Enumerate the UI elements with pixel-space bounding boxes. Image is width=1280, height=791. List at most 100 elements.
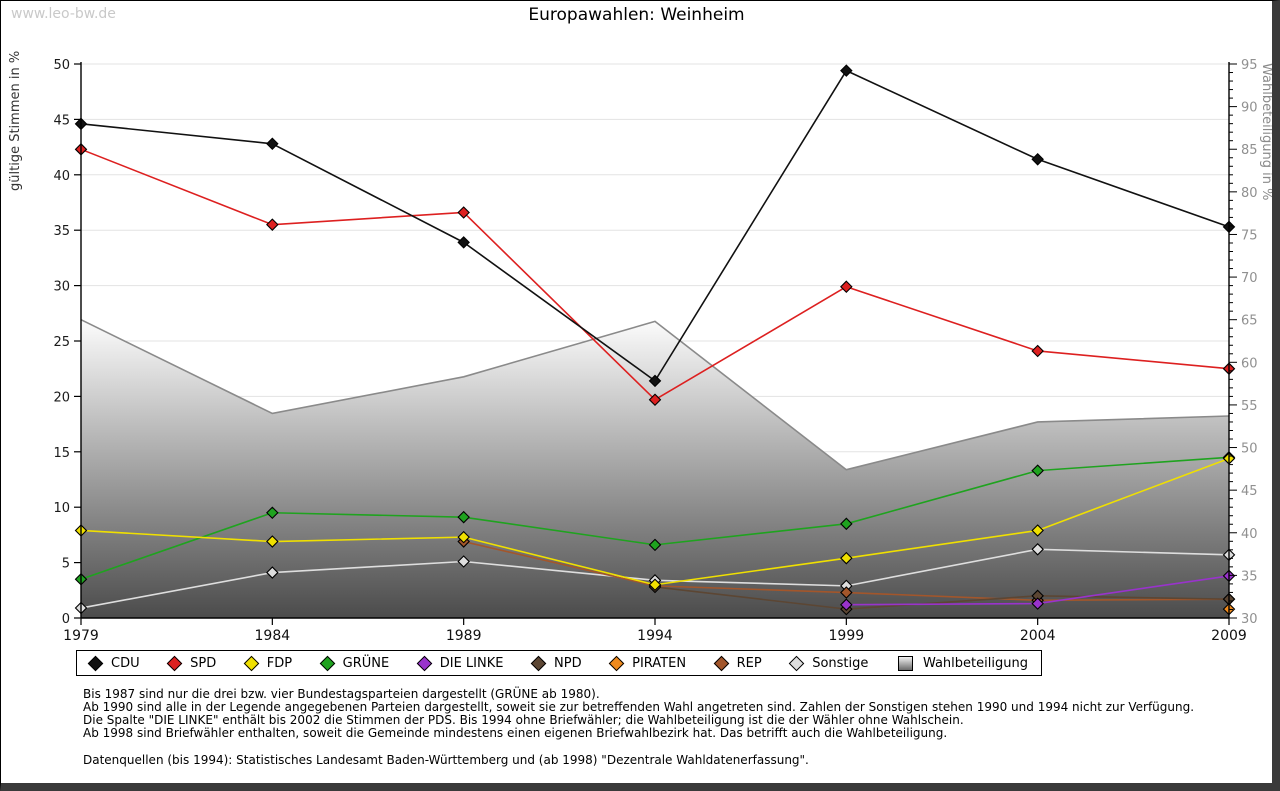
left-axis-tick-label: 45 [53,113,70,128]
legend-label: Wahlbeteiligung [922,655,1028,671]
axes: 0 5 10 15 20 25 30 35 40 45 50 30 35 40 45 50 55 60 65 70 75… [8,51,1274,644]
data-point [266,218,279,231]
x-axis-tick-label: 2004 [1020,628,1056,644]
legend-label: SPD [190,655,217,671]
data-point [266,137,279,151]
data-point [457,510,470,524]
data-point [457,530,470,544]
legend-label: NPD [554,655,582,671]
data-point [1031,153,1044,166]
data-point [840,280,853,293]
legend-swatch-diamond [713,655,729,671]
footnote-lines: Bis 1987 sind nur die drei bzw. vier Bun… [83,688,1194,740]
chart-legend: CDU SPD FDP GRÜNE DIE LINKE NPD PIRATEN REP Sons… [76,650,1042,676]
left-axis-tick-label: 20 [53,390,70,405]
right-axis-tick-label: 40 [1241,527,1258,542]
right-axis-tick-label: 45 [1241,484,1258,499]
right-axis-tick-label: 50 [1241,442,1258,457]
right-axis-tick-label: 55 [1241,399,1258,414]
left-axis-tick-label: 10 [53,501,70,516]
legend-swatch-diamond [87,655,104,671]
left-axis-title: gültige Stimmen in % [8,51,23,191]
left-axis-tick-label: 30 [53,280,70,295]
legend-label: DIE LINKE [439,655,504,671]
legend-label: GRÜNE [342,655,390,671]
left-axis-tick-label: 35 [53,224,70,239]
data-point [1031,464,1044,477]
legend-label: Sonstige [812,655,869,671]
series-grüne [74,451,1236,586]
data-point [1031,344,1044,358]
legend-swatch-diamond [608,655,625,671]
left-axis-tick-label: 0 [62,612,70,627]
data-point [1031,597,1044,610]
left-axis-tick-label: 50 [53,58,70,73]
data-point [648,578,662,592]
left-axis-tick-label: 25 [53,335,70,350]
footnote-line: Ab 1998 sind Briefwähler enthalten, sowe… [83,726,948,740]
legend-item-wahlbeteiligung: Wahlbeteiligung [897,655,1028,671]
legend-swatch-diamond [166,655,183,671]
chart-area: 0 5 10 15 20 25 30 35 40 45 50 30 35 40 45 50 55 60 65 70 75… [1,1,1274,646]
legend-swatch-diamond [416,655,433,671]
x-axis-tick-label: 1994 [637,628,673,644]
data-point [457,236,470,249]
footnote-line: Die Spalte "DIE LINKE" enthält bis 2002 … [83,713,964,727]
page-title: Europawahlen: Weinheim [528,5,745,25]
legend-item-cdu: CDU [87,655,140,671]
data-point [266,566,279,579]
right-axis-tick-label: 65 [1241,314,1258,329]
data-point [840,598,853,611]
series-die-linke [840,569,1236,611]
chart-canvas: 0 5 10 15 20 25 30 35 40 45 50 30 35 40 45 50 55 60 65 70 75… [8,51,1274,644]
x-axis-tick-label: 1999 [829,628,865,644]
legend-swatch-diamond [530,655,547,671]
data-point [648,393,662,407]
footnote-line: Ab 1990 sind alle in der Legende angegeb… [83,700,1195,714]
x-axis-tick-label: 2009 [1211,628,1247,644]
data-point [840,64,853,77]
left-axis-tick-label: 5 [62,557,70,572]
data-point [457,206,470,219]
legend-swatch-diamond [788,655,805,671]
legend-label: PIRATEN [632,655,687,671]
right-axis-tick-label: 85 [1241,143,1258,158]
x-axis-tick-label: 1979 [63,628,99,644]
series-wahlbeteiligung [80,318,1230,618]
legend-item-npd: NPD [530,655,582,671]
data-point [840,517,853,531]
legend-swatch-square [897,655,913,671]
data-point [648,374,662,388]
data-point [840,551,853,565]
right-axis-tick-label: 60 [1241,356,1258,371]
right-axis-tick-label: 75 [1241,228,1258,243]
legend-swatch-diamond [319,655,335,671]
legend-label: CDU [111,655,140,671]
left-axis-tick-label: 40 [53,169,70,184]
right-axis-tick-label: 80 [1241,186,1258,201]
data-point [840,586,853,599]
data-point [648,538,662,552]
legend-swatch-diamond [243,655,260,671]
legend-item-piraten: PIRATEN [608,655,687,671]
data-point [1031,543,1044,556]
right-axis-tick-label: 90 [1241,101,1258,116]
right-axis-tick-label: 35 [1241,569,1258,584]
legend-label: FDP [266,655,293,671]
footnote-line: Bis 1987 sind nur die drei bzw. vier Bun… [83,687,600,701]
legend-item-die-linke: DIE LINKE [416,655,504,671]
right-axis-title: Wahlbeteiligung in % [1259,63,1274,200]
legend-item-spd: SPD [166,655,217,671]
legend-item-rep: REP [713,655,762,671]
legend-label: REP [736,655,762,671]
footnotes: Bis 1987 sind nur die drei bzw. vier Bun… [83,688,1194,767]
legend-item-fdp: FDP [243,655,293,671]
x-axis-tick-label: 1989 [446,628,482,644]
data-point [266,535,279,548]
data-point [457,555,470,568]
legend-item-sonstige: Sonstige [788,655,869,671]
left-axis-tick-label: 15 [53,446,70,461]
data-source-note: Datenquellen (bis 1994): Statistisches L… [83,753,809,767]
data-point [266,506,279,520]
